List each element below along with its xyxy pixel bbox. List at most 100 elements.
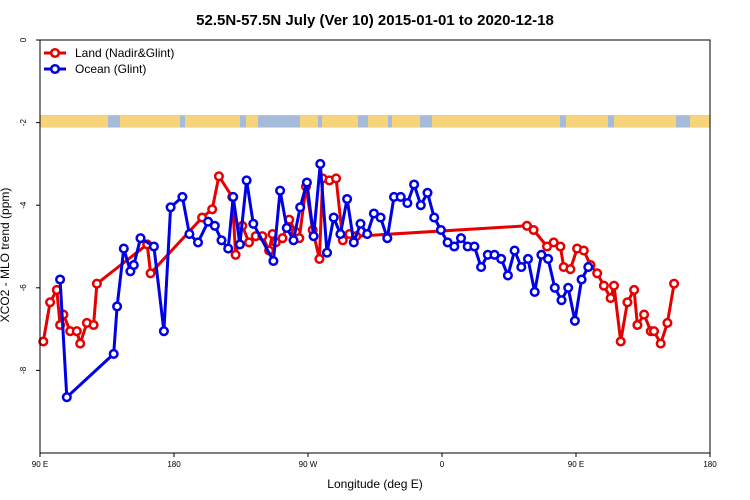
map-land-segment — [322, 115, 358, 128]
data-point — [576, 274, 587, 285]
data-point — [248, 218, 259, 229]
data-point — [275, 185, 286, 196]
data-point — [355, 218, 366, 229]
data-point — [148, 241, 159, 252]
data-point — [223, 243, 234, 254]
data-point — [395, 191, 406, 202]
data-point — [669, 278, 680, 289]
data-point — [165, 202, 176, 213]
data-point — [521, 220, 532, 231]
data-point — [563, 282, 574, 293]
map-land-segment — [432, 115, 560, 128]
data-point — [362, 229, 373, 240]
data-point — [268, 255, 279, 267]
data-point — [615, 336, 626, 347]
map-land-segment — [185, 115, 240, 128]
legend-land-marker — [49, 47, 61, 59]
data-point — [75, 338, 86, 349]
data-point — [476, 262, 487, 273]
data-point — [662, 317, 673, 328]
data-point — [569, 315, 580, 326]
y-tick-label: -8 — [19, 366, 28, 374]
data-point — [502, 270, 513, 281]
data-point — [555, 241, 566, 252]
data-point — [496, 253, 507, 264]
map-land-segment — [300, 115, 318, 128]
data-point — [608, 280, 620, 291]
data-point — [605, 293, 616, 304]
data-point — [598, 280, 609, 291]
y-axis: 0 -2 -4 -6 -8 — [19, 37, 40, 374]
legend-land-label: Land (Nadir&Glint) — [75, 46, 174, 60]
legend-ocean-marker — [49, 63, 61, 75]
x-tick-label: 90 E — [568, 460, 584, 469]
data-point — [331, 173, 342, 184]
y-tick-label: -4 — [19, 201, 28, 209]
data-point — [108, 348, 119, 359]
data-point — [213, 171, 224, 182]
data-point — [382, 233, 393, 244]
map-land-segment — [246, 115, 258, 128]
data-point — [375, 212, 386, 223]
data-point — [402, 198, 413, 209]
data-point — [522, 253, 534, 264]
data-point — [209, 220, 220, 231]
series-line — [58, 162, 590, 399]
map-land-segment — [120, 115, 180, 128]
data-point — [328, 212, 339, 223]
data-point — [91, 278, 102, 289]
series-ocean — [55, 158, 594, 403]
data-point — [592, 268, 603, 279]
y-axis-label: XCO2 - MLO trend (ppm) — [0, 188, 12, 323]
x-tick-label: 90 E — [32, 460, 48, 469]
data-point — [128, 260, 139, 271]
data-point — [455, 233, 467, 244]
data-point — [145, 268, 156, 279]
data-point — [192, 237, 204, 248]
data-point — [241, 175, 252, 186]
data-point — [158, 326, 169, 337]
data-point — [88, 319, 99, 331]
data-point — [321, 247, 333, 258]
data-point — [655, 338, 666, 349]
data-point — [38, 336, 49, 347]
data-point — [449, 241, 460, 252]
data-point — [435, 224, 446, 236]
x-axis-label: Longitude (deg E) — [327, 477, 422, 491]
data-point — [529, 286, 540, 297]
plot-frame — [39, 39, 711, 454]
data-point — [639, 309, 650, 320]
data-point — [230, 249, 241, 260]
data-point — [509, 245, 520, 256]
data-point — [61, 392, 72, 403]
data-point — [308, 231, 319, 242]
data-point — [543, 253, 554, 264]
data-point — [469, 241, 480, 252]
map-land-segment — [566, 115, 608, 128]
data-point — [277, 233, 288, 244]
legend-ocean-label: Ocean (Glint) — [75, 62, 146, 76]
chart-title: 52.5N-57.5N July (Ver 10) 2015-01-01 to … — [196, 12, 554, 29]
data-point — [629, 284, 640, 295]
x-tick-label: 90 W — [299, 460, 318, 469]
data-point — [243, 237, 255, 248]
data-point — [207, 204, 218, 215]
data-point — [335, 229, 346, 240]
data-point — [415, 200, 426, 211]
data-point — [295, 202, 306, 213]
x-tick-label: 180 — [703, 460, 717, 469]
data-point — [228, 191, 239, 202]
data-point — [315, 158, 326, 169]
data-point — [429, 212, 440, 223]
data-point — [528, 224, 539, 236]
data-point — [71, 326, 82, 337]
data-point — [288, 235, 299, 246]
data-point — [216, 235, 227, 246]
data-point — [45, 297, 56, 308]
data-point — [556, 295, 567, 306]
data-point — [281, 222, 292, 233]
data-point — [622, 297, 633, 308]
data-point — [549, 282, 560, 293]
data-point — [565, 264, 576, 275]
